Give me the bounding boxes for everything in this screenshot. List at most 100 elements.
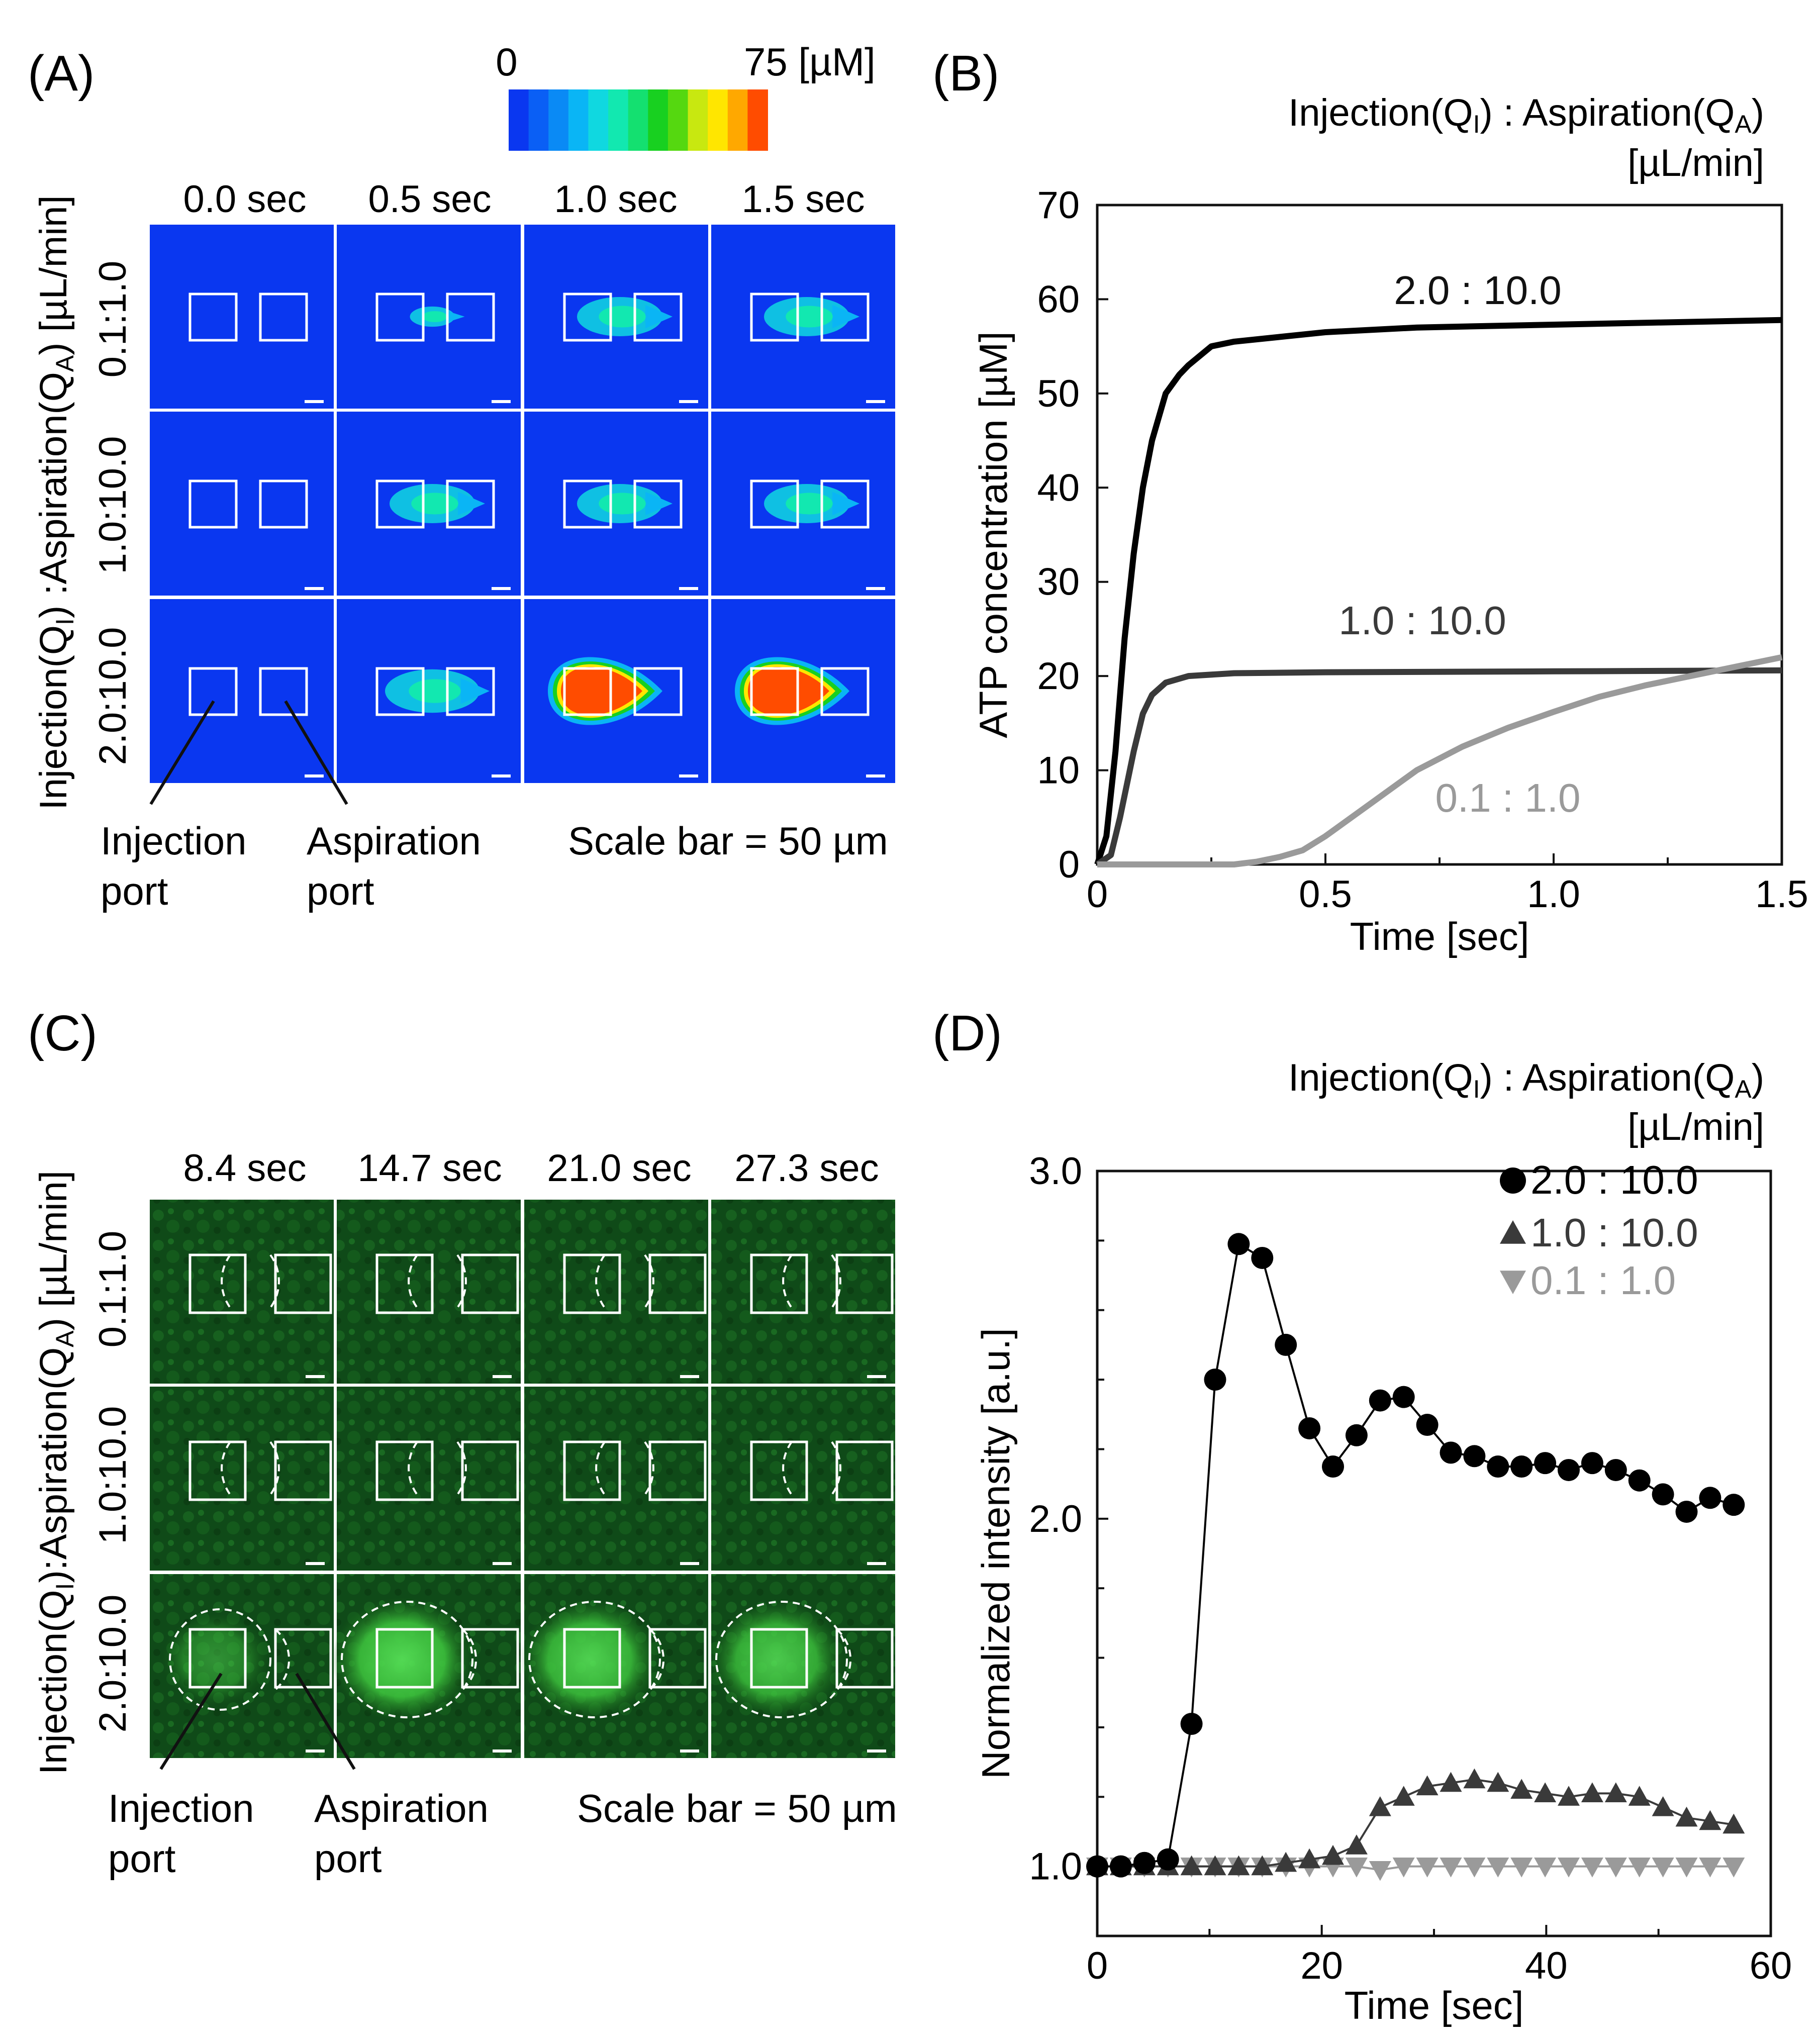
data-point	[1275, 1852, 1297, 1872]
data-point	[1463, 1768, 1486, 1789]
dashed-region	[528, 1601, 661, 1718]
dashed-region	[831, 1254, 841, 1309]
panel-d-label: (D)	[932, 1005, 1002, 1061]
data-point	[1440, 1441, 1462, 1464]
data-point	[1699, 1858, 1721, 1878]
dashed-region	[456, 1254, 467, 1309]
injection-port-box	[750, 479, 799, 529]
data-point	[1604, 1458, 1627, 1481]
data-point	[1227, 1855, 1250, 1876]
y-tick-label: 10	[1037, 749, 1080, 792]
dashed-region	[169, 1608, 271, 1711]
cell-background	[150, 599, 334, 783]
cell-background	[150, 225, 334, 409]
data-point	[1275, 1333, 1297, 1356]
image-cell	[711, 412, 895, 596]
data-point	[1534, 1452, 1557, 1475]
injection-port-box	[563, 479, 612, 529]
aspiration-port-box	[820, 479, 870, 529]
cell-background	[524, 1200, 708, 1384]
image-cell	[337, 1200, 521, 1384]
cell-background	[337, 1200, 521, 1384]
data-point	[1558, 1458, 1580, 1481]
time-label: 0.0 sec	[183, 178, 306, 221]
image-cell	[524, 599, 708, 783]
data-point	[1628, 1858, 1651, 1878]
aspiration-port-box	[446, 293, 495, 342]
image-cell	[337, 412, 521, 596]
image-cell	[524, 1200, 708, 1384]
concentration-plume-tip	[645, 492, 673, 516]
data-point	[1463, 1858, 1486, 1878]
data-point	[1227, 1233, 1250, 1255]
colorbar-segment	[628, 89, 649, 151]
injection-port-box	[563, 293, 612, 342]
concentration-plume	[748, 666, 829, 716]
aspiration-port-box	[446, 479, 495, 529]
atp-concentration-chart: 0 10 20 30 40 50 60 70 0 0.5 1.0 1.5 Time [sec] ATP c…	[971, 184, 1808, 958]
injection-port-box	[563, 1628, 621, 1689]
data-point	[1487, 1772, 1509, 1792]
data-point	[1652, 1483, 1674, 1506]
data-point	[1392, 1386, 1415, 1408]
legend-marker	[1500, 1271, 1526, 1294]
panel-d: (D) Injection(QI) : Aspiration(QA) [µL/m…	[932, 1005, 1792, 2027]
colorbar	[509, 89, 768, 151]
aspiration-port-box	[259, 667, 308, 716]
injection-port-box	[188, 479, 238, 529]
normalized-intensity-chart: 1.0 2.0 3.0 0 20 40 60 Time [sec] Normalized int…	[974, 1150, 1792, 2027]
aspiration-port-box	[446, 667, 495, 716]
injection-port-box	[750, 1440, 808, 1501]
panel-a-label: (A)	[28, 45, 94, 102]
cell-background	[337, 1387, 521, 1571]
time-label: 21.0 sec	[547, 1147, 691, 1190]
image-cell	[711, 1200, 895, 1384]
y-tick-label: 3.0	[1029, 1150, 1082, 1193]
image-cell	[337, 599, 521, 783]
injection-port-box	[750, 1628, 808, 1689]
image-cell	[150, 1387, 334, 1571]
cell-background	[524, 1387, 708, 1571]
image-cell	[524, 1387, 708, 1571]
colorbar-segment	[667, 89, 689, 151]
data-point	[1723, 1858, 1745, 1878]
aspiration-port-box	[820, 667, 870, 716]
data-point	[1345, 1834, 1368, 1855]
fluorescence-glow	[331, 1598, 473, 1721]
injection-port-box	[188, 1628, 247, 1689]
data-point	[1298, 1417, 1321, 1439]
aspiration-port-box	[259, 293, 308, 342]
dashed-region	[408, 1441, 418, 1496]
x-tick-label: 0	[1087, 1944, 1108, 1987]
aspiration-port-box	[648, 1440, 707, 1501]
injection-port-box	[375, 1440, 434, 1501]
aspiration-port-box	[259, 479, 308, 529]
injection-port-box	[375, 479, 425, 529]
image-cell	[711, 225, 895, 409]
dashed-region	[831, 1441, 841, 1496]
row-label: 0.1:1.0	[91, 261, 134, 377]
data-point	[1440, 1858, 1462, 1878]
x-tick-label: 0	[1087, 873, 1108, 916]
image-cell	[524, 412, 708, 596]
data-point	[1369, 1796, 1391, 1816]
data-point	[1534, 1858, 1557, 1878]
data-point	[1392, 1786, 1415, 1806]
injection-port-box	[188, 667, 238, 716]
data-point	[1510, 1858, 1533, 1878]
series-label: 0.1 : 1.0	[1435, 775, 1580, 820]
data-point	[1723, 1494, 1745, 1516]
scale-bar-label: Scale bar = 50 µm	[577, 1786, 897, 1830]
cell-background	[150, 1200, 334, 1384]
y-tick-label: 20	[1037, 655, 1080, 698]
dashed-region	[221, 1254, 231, 1309]
aspiration-port-box	[461, 1253, 519, 1314]
aspiration-port-box	[633, 667, 683, 716]
data-point	[1416, 1858, 1439, 1878]
row-label: 1.0:10.0	[91, 436, 134, 574]
data-point	[1675, 1806, 1698, 1827]
cell-background	[711, 1387, 895, 1571]
aspiration-port-box	[633, 479, 683, 529]
dashed-region	[269, 1254, 280, 1309]
colorbar-segment	[608, 89, 629, 151]
